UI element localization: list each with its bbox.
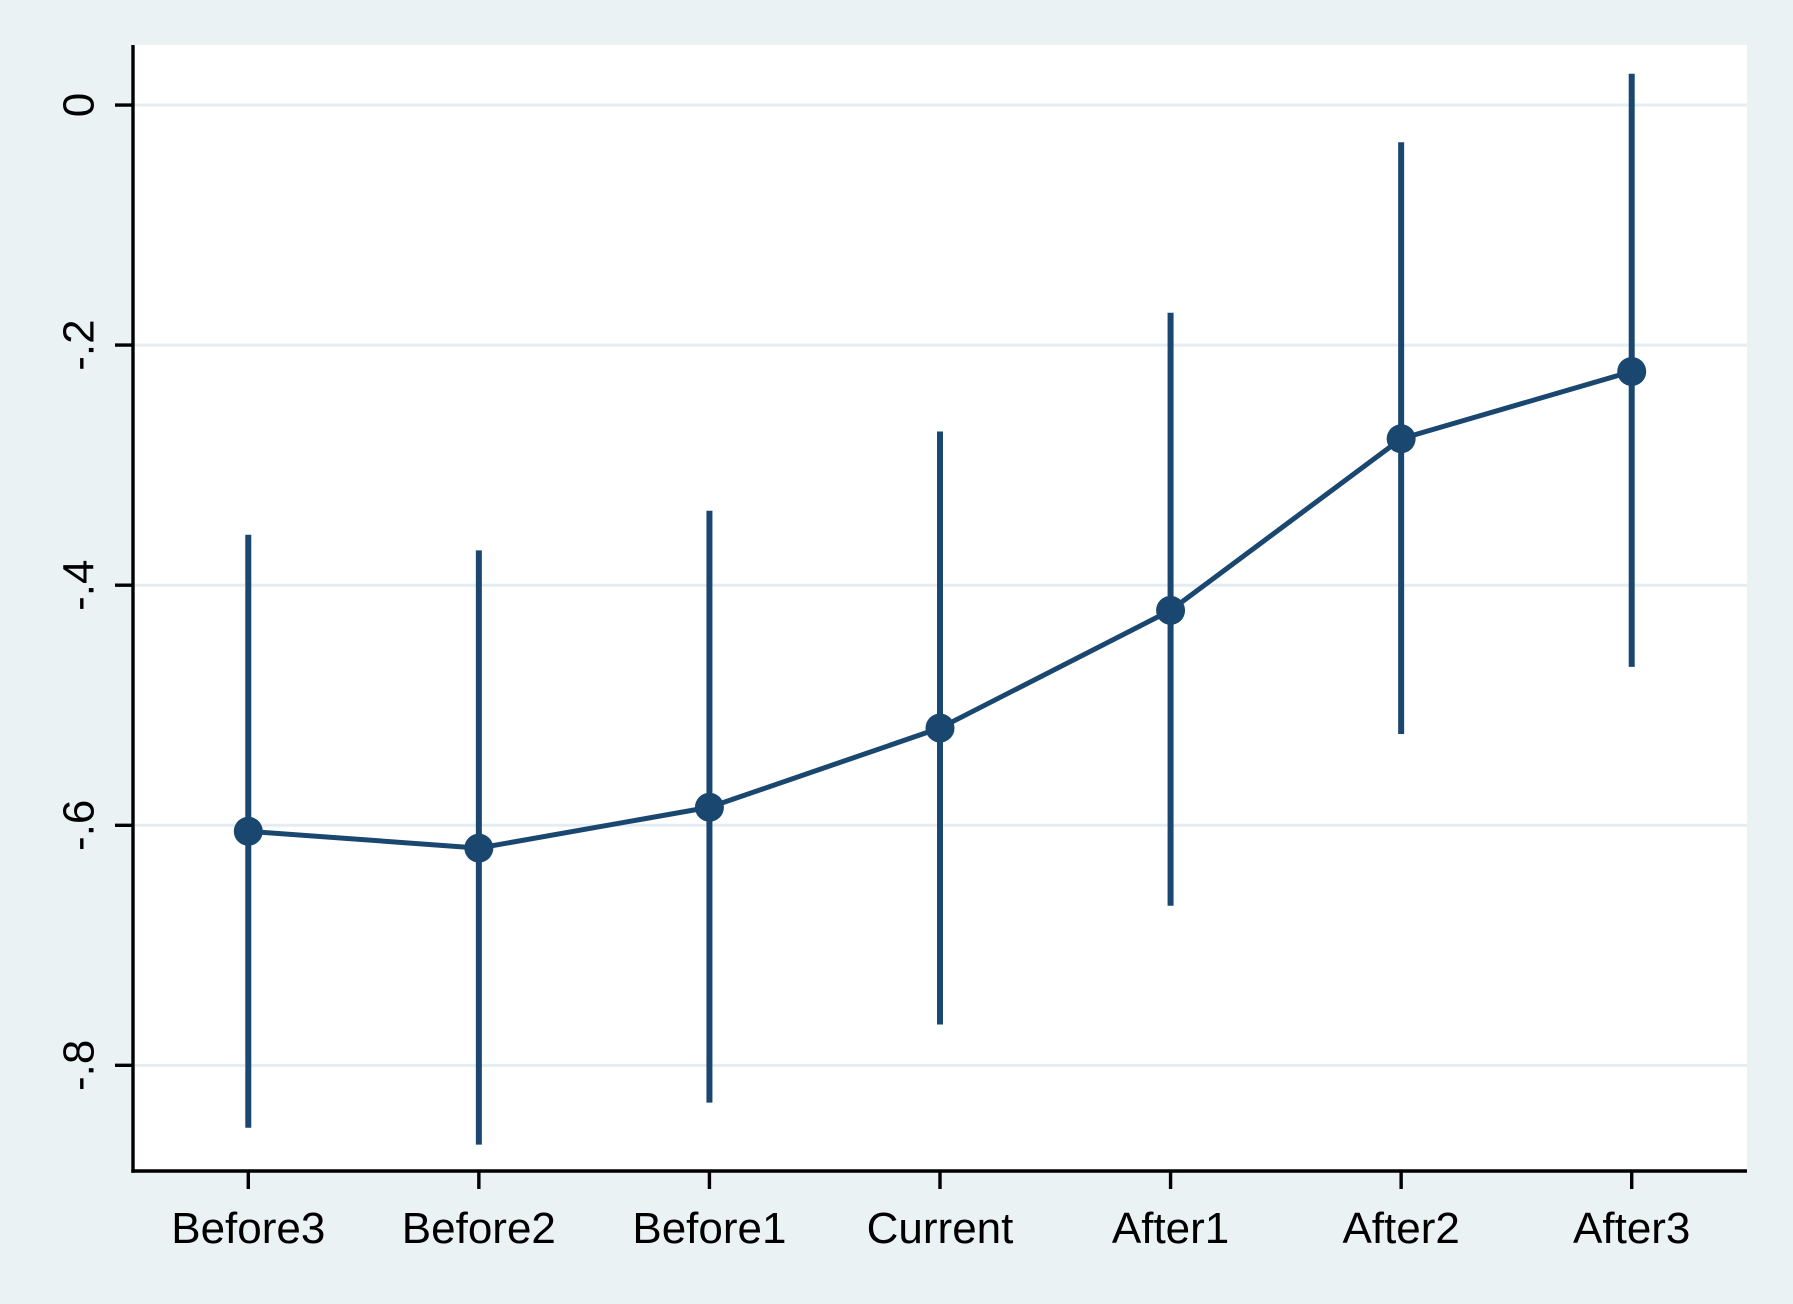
y-tick-label: -.4 xyxy=(55,560,104,611)
data-point-marker xyxy=(925,713,955,743)
x-tick-label: After3 xyxy=(1573,1204,1690,1253)
x-tick-label: Before3 xyxy=(171,1204,325,1253)
y-tick-label: -.2 xyxy=(55,319,104,370)
y-tick-label: -.8 xyxy=(55,1040,104,1091)
x-tick-label: After2 xyxy=(1342,1204,1459,1253)
x-tick-label: Before2 xyxy=(402,1204,556,1253)
series-layer xyxy=(233,73,1647,1145)
x-tick-label: Before1 xyxy=(632,1204,786,1253)
axis-labels-layer: 0 -.2 -.4 -.6 -.8 Before3 Before2 Before1 Curren… xyxy=(55,93,1691,1253)
data-point-marker xyxy=(464,833,494,863)
x-tick-label: Current xyxy=(867,1204,1014,1253)
y-tick-label: 0 xyxy=(55,93,104,117)
axes-layer xyxy=(115,45,1747,1189)
data-point-marker xyxy=(1156,595,1186,625)
data-point-marker xyxy=(694,792,724,822)
data-point-marker xyxy=(1386,424,1416,454)
data-point-marker xyxy=(233,816,263,846)
y-tick-label: -.6 xyxy=(55,800,104,851)
data-point-marker xyxy=(1617,357,1647,387)
x-tick-label: After1 xyxy=(1112,1204,1229,1253)
